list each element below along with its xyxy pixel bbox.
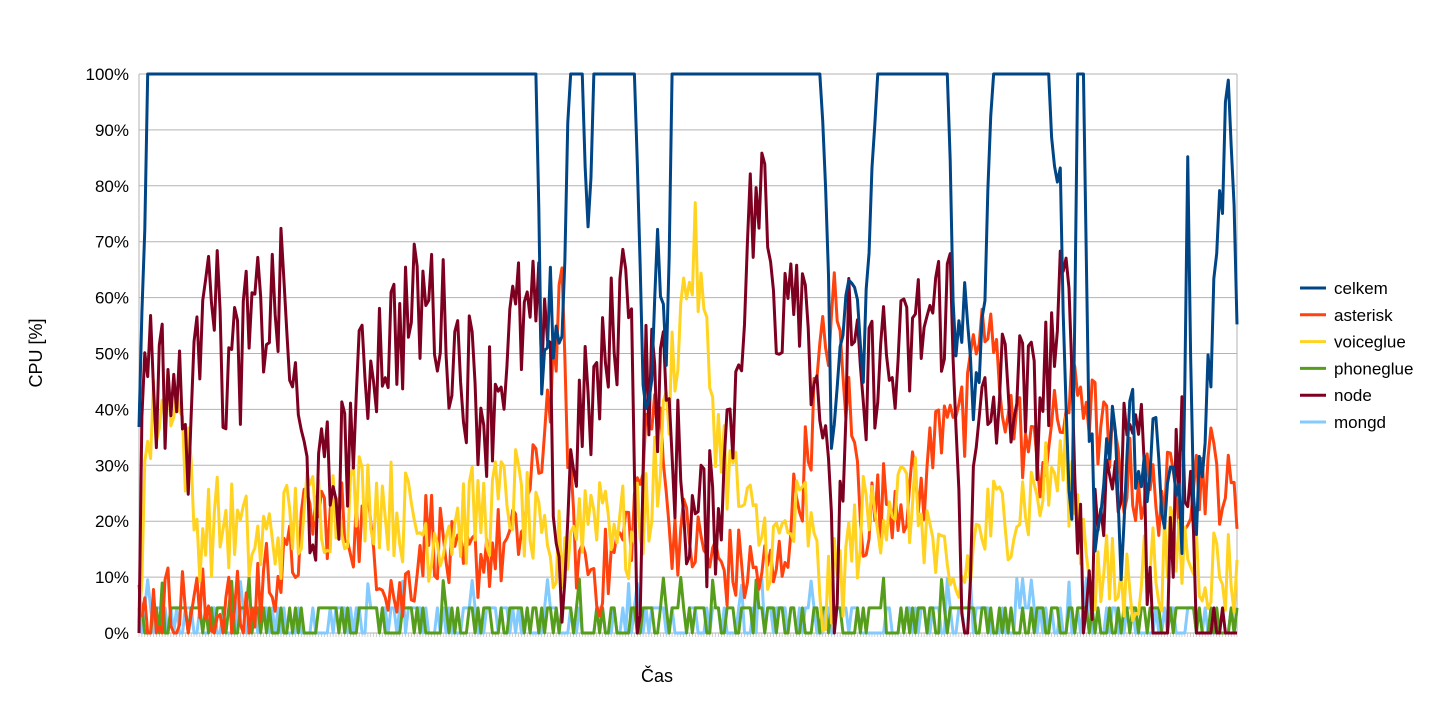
legend-label-voiceglue: voiceglue (1334, 333, 1406, 352)
y-tick-label: 20% (95, 512, 129, 531)
series-line-phoneglue (139, 575, 1239, 635)
y-tick-label: 70% (95, 233, 129, 252)
legend-label-node: node (1334, 386, 1372, 405)
legend-label-mongd: mongd (1334, 413, 1386, 432)
y-axis-title: CPU [%] (26, 318, 46, 387)
y-tick-label: 50% (95, 345, 129, 364)
series-lines (137, 72, 1239, 635)
series-line-voiceglue (137, 201, 1239, 633)
y-tick-label: 90% (95, 121, 129, 140)
y-axis-ticks: 0% 10% 20% 30% 40% 50% 60% 70% 80% 90% 100% (86, 65, 129, 643)
series-line-node (137, 151, 1237, 635)
y-tick-label: 30% (95, 456, 129, 475)
y-tick-label: 0% (104, 624, 129, 643)
series-line-asterisk (137, 266, 1239, 635)
series-line-celkem (137, 72, 1239, 582)
legend-label-asterisk: asterisk (1334, 306, 1393, 325)
x-axis-title: Čas (641, 665, 673, 686)
x-tick-marks (138, 633, 1238, 637)
legend-label-phoneglue: phoneglue (1334, 359, 1413, 378)
y-tick-label: 60% (95, 289, 129, 308)
legend: celkem asterisk voiceglue phoneglue node mong… (1300, 279, 1413, 432)
x-axis-ticks (138, 633, 1238, 637)
legend-label-celkem: celkem (1334, 279, 1388, 298)
y-tick-label: 40% (95, 400, 129, 419)
y-tick-label: 80% (95, 177, 129, 196)
y-tick-label: 100% (86, 65, 129, 84)
y-tick-label: 10% (95, 568, 129, 587)
